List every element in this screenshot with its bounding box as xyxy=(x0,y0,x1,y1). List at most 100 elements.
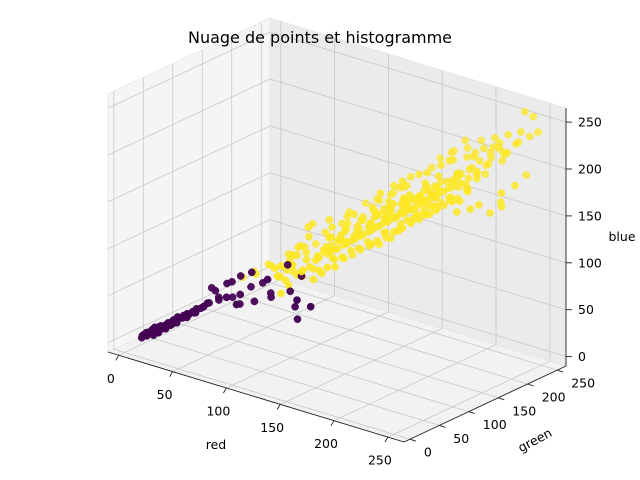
data-point-series-2 xyxy=(430,182,439,191)
y-tick-mark xyxy=(409,438,417,442)
data-point-series-2 xyxy=(444,184,453,193)
axes-panes xyxy=(106,17,568,443)
data-point-series-2 xyxy=(472,174,481,183)
z-tick-label: 50 xyxy=(578,302,594,317)
data-point-series-2 xyxy=(484,159,493,168)
grid-line-z xyxy=(269,31,567,123)
data-point-series-2 xyxy=(264,260,273,269)
data-point-series-2 xyxy=(319,246,328,254)
grid-line-y xyxy=(172,321,469,412)
x-tick-label: 0 xyxy=(107,371,115,386)
data-point-series-2 xyxy=(363,237,372,246)
y-tick-mark xyxy=(468,411,475,415)
data-point-series-1 xyxy=(211,286,220,295)
data-point-series-2 xyxy=(353,222,362,231)
grid-line-y xyxy=(231,293,528,385)
data-point-series-1 xyxy=(247,282,255,291)
data-point-series-2 xyxy=(405,205,414,214)
data-point-series-2 xyxy=(423,168,432,177)
data-point-series-1 xyxy=(291,302,299,311)
data-point-series-2 xyxy=(305,232,313,241)
data-point-series-2 xyxy=(463,144,472,152)
data-point-series-1 xyxy=(283,261,292,269)
data-point-series-2 xyxy=(445,156,454,165)
data-point-series-2 xyxy=(342,225,350,233)
data-point-series-2 xyxy=(358,216,367,225)
data-point-series-2 xyxy=(375,240,384,249)
x-axis-line xyxy=(107,351,405,443)
data-point-series-2 xyxy=(504,130,513,139)
data-point-series-2 xyxy=(326,246,335,254)
data-point-series-2 xyxy=(511,181,519,190)
data-point-series-2 xyxy=(297,267,306,276)
data-point-series-1 xyxy=(293,315,302,324)
y-axis-label: green xyxy=(515,425,554,455)
data-point-series-2 xyxy=(323,263,332,272)
data-point-series-1 xyxy=(222,293,231,302)
data-point-series-2 xyxy=(380,228,389,237)
x-tick-mark xyxy=(169,371,173,377)
grid-line-y xyxy=(202,307,499,399)
data-point-series-2 xyxy=(305,263,314,271)
y-tick-mark xyxy=(527,383,534,387)
data-point-series-2 xyxy=(470,152,478,161)
z-tick-label: 0 xyxy=(578,349,586,364)
grid-line-x xyxy=(226,311,389,389)
grid-line-z xyxy=(269,219,567,311)
data-point-series-2 xyxy=(486,148,495,157)
data-point-series-2 xyxy=(375,196,384,205)
data-point-series-2 xyxy=(474,200,483,209)
data-point-series-2 xyxy=(496,198,505,207)
data-point-series-2 xyxy=(347,246,355,255)
data-point-series-2 xyxy=(422,182,431,190)
y-tick-label: 50 xyxy=(453,431,469,446)
data-point-series-2 xyxy=(534,128,542,136)
data-point-series-2 xyxy=(449,178,458,186)
data-point-series-1 xyxy=(137,333,146,342)
data-point-series-1 xyxy=(214,293,223,302)
data-point-series-2 xyxy=(389,189,398,197)
data-point-series-2 xyxy=(350,210,358,219)
data-point-series-1 xyxy=(247,268,256,277)
data-point-series-2 xyxy=(309,275,318,284)
data-point-series-2 xyxy=(405,191,414,199)
data-point-series-2 xyxy=(331,263,339,271)
data-point-series-2 xyxy=(437,161,445,170)
data-point-series-2 xyxy=(430,191,439,200)
data-point-series-2 xyxy=(296,242,305,250)
grid-line-y xyxy=(143,335,440,426)
data-point-series-2 xyxy=(325,234,334,242)
data-point-series-2 xyxy=(420,207,428,216)
data-point-series-2 xyxy=(455,197,464,206)
x-tick-mark xyxy=(115,355,120,361)
data-point-series-2 xyxy=(328,223,336,231)
data-point-series-1 xyxy=(263,275,272,284)
data-point-series-2 xyxy=(389,200,397,208)
grid-line-z xyxy=(269,78,567,170)
grid-line-y xyxy=(261,279,558,371)
grid-line-x xyxy=(333,344,497,422)
data-point-series-2 xyxy=(399,195,408,203)
y-tick-label: 250 xyxy=(571,376,595,391)
data-point-series-2 xyxy=(406,172,415,181)
grid-line-z xyxy=(107,125,271,203)
data-point-series-2 xyxy=(276,272,285,281)
data-point-series-1 xyxy=(178,314,187,322)
data-point-series-2 xyxy=(503,148,512,157)
x-tick-mark xyxy=(223,387,227,394)
data-point-series-2 xyxy=(461,136,470,145)
data-point-series-2 xyxy=(473,167,481,176)
grid-line-z xyxy=(269,266,567,357)
data-point-series-2 xyxy=(436,154,445,163)
data-point-series-2 xyxy=(336,234,344,243)
data-point-series-1 xyxy=(236,272,245,280)
data-point-series-2 xyxy=(410,195,419,203)
y-tick-label: 0 xyxy=(424,445,432,460)
data-point-series-2 xyxy=(497,189,506,197)
data-point-series-2 xyxy=(372,208,381,217)
data-point-series-2 xyxy=(415,170,423,179)
axis-lines xyxy=(107,108,572,443)
data-point-series-2 xyxy=(437,178,445,186)
data-point-series-2 xyxy=(436,198,445,207)
